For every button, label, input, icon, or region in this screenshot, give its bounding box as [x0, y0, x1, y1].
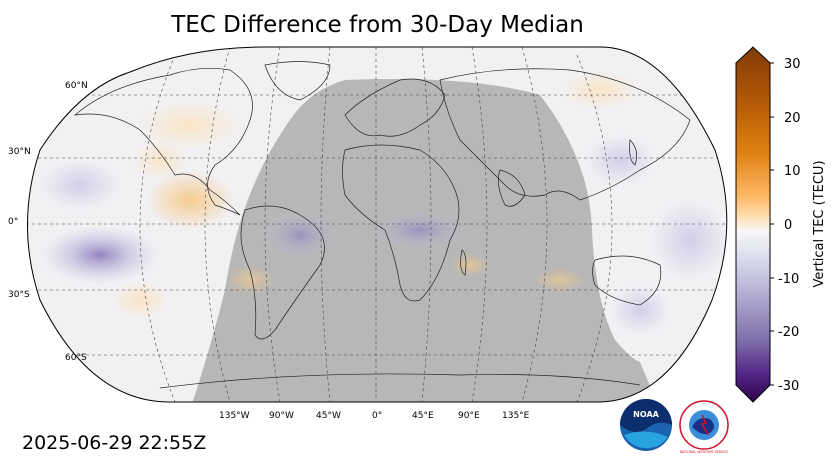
lat-label-30s: 30°S: [8, 290, 30, 300]
noaa-logo: NOAA: [620, 399, 672, 451]
lon-label-135e: 135°E: [502, 411, 530, 421]
colorbar-tick-10: 10: [784, 164, 801, 179]
lat-label-60s: 60°S: [65, 353, 87, 363]
lat-label-0: 0°: [8, 217, 18, 227]
lon-label-0: 0°: [372, 411, 382, 421]
tec-anomaly-field: [40, 70, 727, 335]
graticule: [27, 47, 727, 402]
agency-logos: NOAA NATIONAL WEATHER SERVICE: [620, 399, 729, 454]
lon-label-90w: 90°W: [269, 411, 294, 421]
timestamp: 2025-06-29 22:55Z: [22, 432, 207, 454]
nws-logo-text: NATIONAL WEATHER SERVICE: [680, 450, 729, 454]
lat-label-60n: 60°N: [65, 81, 88, 91]
noaa-logo-text: NOAA: [633, 410, 659, 419]
globe-outline: [27, 46, 728, 403]
map-title: TEC Difference from 30-Day Median: [171, 12, 584, 38]
lon-label-135w: 135°W: [219, 411, 250, 421]
colorbar-tick-minus10: -10: [778, 272, 799, 287]
colorbar-tick-minus30: -30: [778, 379, 799, 394]
colorbar-tick-0: 0: [784, 218, 792, 233]
lon-label-90e: 90°E: [458, 411, 480, 421]
nws-logo: NATIONAL WEATHER SERVICE: [679, 400, 729, 454]
colorbar-label: Vertical TEC (TECU): [812, 160, 827, 287]
lon-label-45w: 45°W: [316, 411, 341, 421]
colorbar-bar: [735, 46, 771, 403]
colorbar-ticks: [770, 62, 774, 386]
lon-label-45e: 45°E: [412, 411, 434, 421]
colorbar-tick-30: 30: [784, 57, 801, 72]
coastlines: [73, 61, 691, 389]
night-anomaly-field: [225, 210, 585, 295]
colorbar-tick-20: 20: [784, 111, 801, 126]
colorbar-tick-minus20: -20: [778, 325, 799, 340]
lat-label-30n: 30°N: [8, 147, 31, 157]
